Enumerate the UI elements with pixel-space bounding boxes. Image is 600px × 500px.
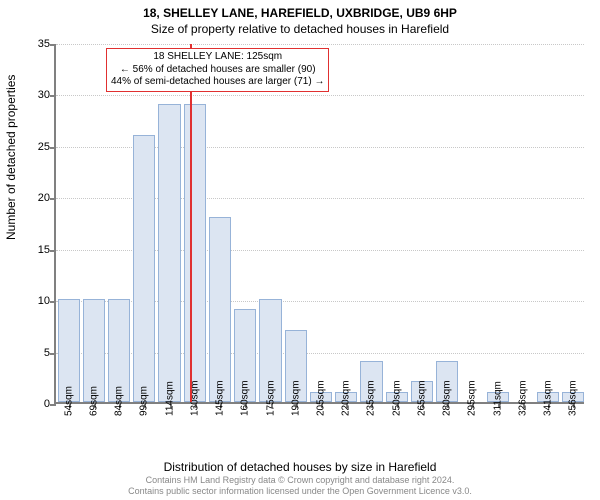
xtick-label: 84sqm xyxy=(114,386,125,416)
ytick-mark xyxy=(50,301,56,303)
annotation-line: ← 56% of detached houses are smaller (90… xyxy=(111,64,324,77)
gridline xyxy=(56,95,584,96)
xtick-label: 311sqm xyxy=(492,381,503,416)
ytick-mark xyxy=(50,404,56,406)
annotation-line: 18 SHELLEY LANE: 125sqm xyxy=(111,51,324,64)
bar xyxy=(184,104,206,402)
xtick-label: 145sqm xyxy=(215,380,226,416)
gridline xyxy=(56,44,584,45)
highlight-line xyxy=(190,44,192,402)
chart-container: 18, SHELLEY LANE, HAREFIELD, UXBRIDGE, U… xyxy=(0,0,600,500)
bar xyxy=(133,135,155,402)
ytick-label: 5 xyxy=(44,347,50,359)
ytick-mark xyxy=(50,198,56,200)
bar xyxy=(209,217,231,402)
ytick-label: 10 xyxy=(38,295,50,307)
xtick-label: 235sqm xyxy=(366,380,377,416)
xtick-label: 250sqm xyxy=(391,380,402,416)
xtick-label: 265sqm xyxy=(416,380,427,416)
xtick-label: 54sqm xyxy=(63,386,74,416)
ytick-label: 20 xyxy=(38,192,50,204)
ytick-label: 15 xyxy=(38,244,50,256)
xtick-label: 99sqm xyxy=(139,386,150,416)
footer-line: Contains HM Land Registry data © Crown c… xyxy=(0,475,600,485)
xtick-label: 190sqm xyxy=(290,380,301,416)
ytick-label: 0 xyxy=(44,398,50,410)
xtick-label: 175sqm xyxy=(265,380,276,416)
ytick-label: 35 xyxy=(38,38,50,50)
ytick-mark xyxy=(50,147,56,149)
xtick-label: 326sqm xyxy=(517,380,528,416)
bar xyxy=(158,104,180,402)
footer-attribution: Contains HM Land Registry data © Crown c… xyxy=(0,475,600,496)
footer-line: Contains public sector information licen… xyxy=(0,486,600,496)
xtick-label: 356sqm xyxy=(568,380,579,416)
annotation-box: 18 SHELLEY LANE: 125sqm ← 56% of detache… xyxy=(106,48,329,92)
xtick-label: 205sqm xyxy=(316,380,327,416)
xtick-label: 295sqm xyxy=(467,380,478,416)
y-axis-label: Number of detached properties xyxy=(4,75,18,240)
ytick-label: 25 xyxy=(38,141,50,153)
xtick-label: 160sqm xyxy=(240,380,251,416)
ytick-mark xyxy=(50,250,56,252)
xtick-label: 114sqm xyxy=(164,381,175,416)
xtick-label: 280sqm xyxy=(442,380,453,416)
annotation-line: 44% of semi-detached houses are larger (… xyxy=(111,76,324,89)
plot-area: 0510152025303554sqm69sqm84sqm99sqm114sqm… xyxy=(54,44,584,404)
x-axis-label: Distribution of detached houses by size … xyxy=(0,460,600,474)
ytick-label: 30 xyxy=(38,89,50,101)
chart-title-primary: 18, SHELLEY LANE, HAREFIELD, UXBRIDGE, U… xyxy=(0,6,600,20)
xtick-label: 220sqm xyxy=(341,380,352,416)
xtick-label: 69sqm xyxy=(88,386,99,416)
chart-title-secondary: Size of property relative to detached ho… xyxy=(0,22,600,36)
xtick-label: 341sqm xyxy=(543,380,554,416)
ytick-mark xyxy=(50,95,56,97)
ytick-mark xyxy=(50,44,56,46)
ytick-mark xyxy=(50,353,56,355)
